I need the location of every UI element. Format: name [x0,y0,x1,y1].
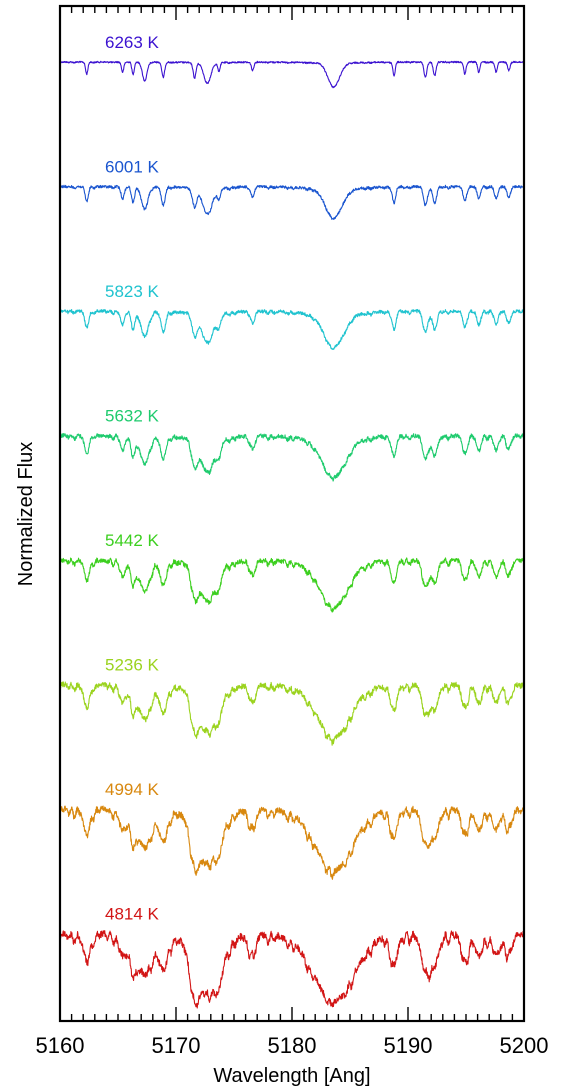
spectrum-line [59,805,525,880]
plot-frame [58,4,526,1023]
series-label: 6001 K [105,158,160,177]
series-label: 4814 K [105,905,160,924]
spectrum-line [59,60,525,89]
series-label: 5236 K [105,656,160,675]
tick-layer: 5160 5170 5180 5190 5200 [36,6,549,1058]
x-tick-label: 5170 [152,1033,201,1058]
series-label: 5823 K [105,282,160,301]
spectrum-line [59,184,525,220]
series-label: 4994 K [105,780,160,799]
x-tick-label: 5180 [268,1033,317,1058]
x-tick-label: 5160 [36,1033,85,1058]
x-tick-label: 5200 [500,1033,549,1058]
spectrum-line [59,557,525,613]
x-axis-label: Wavelength [Ang] [213,1065,370,1087]
spectrum-line [59,930,525,1009]
series-label: 5442 K [105,531,160,550]
spectrum-line [59,433,525,482]
series-label-layer: 6263 K 6001 K 5823 K 5632 K 5442 K 5236 K 4994… [105,33,160,924]
y-axis-label: Normalized Flux [15,442,37,586]
spectrum-line [59,681,525,746]
series-label: 5632 K [105,407,160,426]
x-tick-label: 5190 [384,1033,433,1058]
series-label: 6263 K [105,33,160,52]
series-layer [59,60,525,1009]
spectrum-line [59,308,525,350]
